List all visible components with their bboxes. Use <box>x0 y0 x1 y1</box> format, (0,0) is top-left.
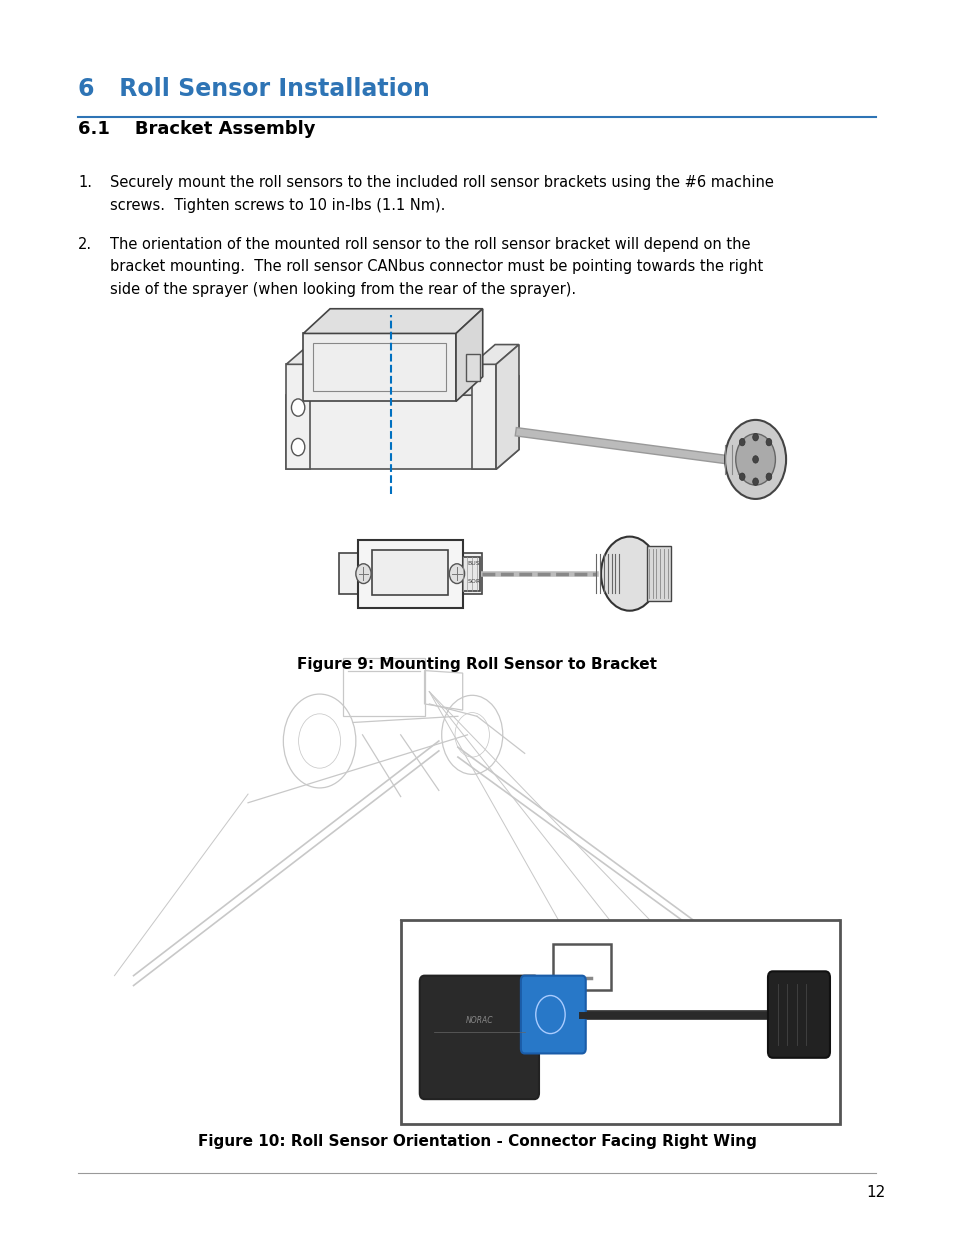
FancyBboxPatch shape <box>460 553 481 594</box>
Text: SOR: SOR <box>467 579 480 584</box>
Circle shape <box>291 399 304 416</box>
Circle shape <box>752 433 758 441</box>
Polygon shape <box>496 345 518 469</box>
Circle shape <box>291 438 304 456</box>
Circle shape <box>752 478 758 485</box>
Text: Figure 10: Roll Sensor Orientation - Connector Facing Right Wing: Figure 10: Roll Sensor Orientation - Con… <box>197 1134 756 1149</box>
Polygon shape <box>303 309 482 333</box>
FancyBboxPatch shape <box>646 546 670 601</box>
Text: BUS: BUS <box>467 561 479 566</box>
Circle shape <box>735 433 775 485</box>
FancyBboxPatch shape <box>372 550 448 595</box>
Text: 6.1    Bracket Assembly: 6.1 Bracket Assembly <box>78 120 315 138</box>
Text: 1.: 1. <box>78 175 92 190</box>
Text: 6   Roll Sensor Installation: 6 Roll Sensor Installation <box>78 78 430 101</box>
Polygon shape <box>286 375 518 395</box>
Polygon shape <box>456 309 482 401</box>
Circle shape <box>765 473 771 480</box>
Polygon shape <box>303 333 456 401</box>
Polygon shape <box>286 364 310 469</box>
Text: 12: 12 <box>865 1186 884 1200</box>
FancyBboxPatch shape <box>767 971 829 1057</box>
FancyBboxPatch shape <box>419 976 538 1099</box>
Circle shape <box>724 420 785 499</box>
Polygon shape <box>496 375 518 469</box>
Circle shape <box>739 473 744 480</box>
Circle shape <box>600 537 658 611</box>
Polygon shape <box>286 395 496 469</box>
FancyBboxPatch shape <box>338 553 359 594</box>
Text: The orientation of the mounted roll sensor to the roll sensor bracket will depen: The orientation of the mounted roll sens… <box>110 237 762 296</box>
Text: Securely mount the roll sensors to the included roll sensor brackets using the #: Securely mount the roll sensors to the i… <box>110 175 773 212</box>
FancyBboxPatch shape <box>357 540 462 608</box>
Circle shape <box>739 438 744 446</box>
Polygon shape <box>286 345 333 364</box>
FancyBboxPatch shape <box>520 976 585 1053</box>
FancyBboxPatch shape <box>462 557 479 590</box>
Circle shape <box>355 563 371 584</box>
Polygon shape <box>465 354 479 382</box>
Circle shape <box>765 438 771 446</box>
Polygon shape <box>472 345 518 364</box>
Circle shape <box>449 563 464 584</box>
Polygon shape <box>472 364 496 469</box>
Text: Figure 9: Mounting Roll Sensor to Bracket: Figure 9: Mounting Roll Sensor to Bracke… <box>296 657 657 672</box>
Text: 2.: 2. <box>78 237 92 252</box>
Circle shape <box>752 456 758 463</box>
FancyBboxPatch shape <box>400 920 839 1124</box>
Text: NORAC: NORAC <box>465 1016 493 1025</box>
